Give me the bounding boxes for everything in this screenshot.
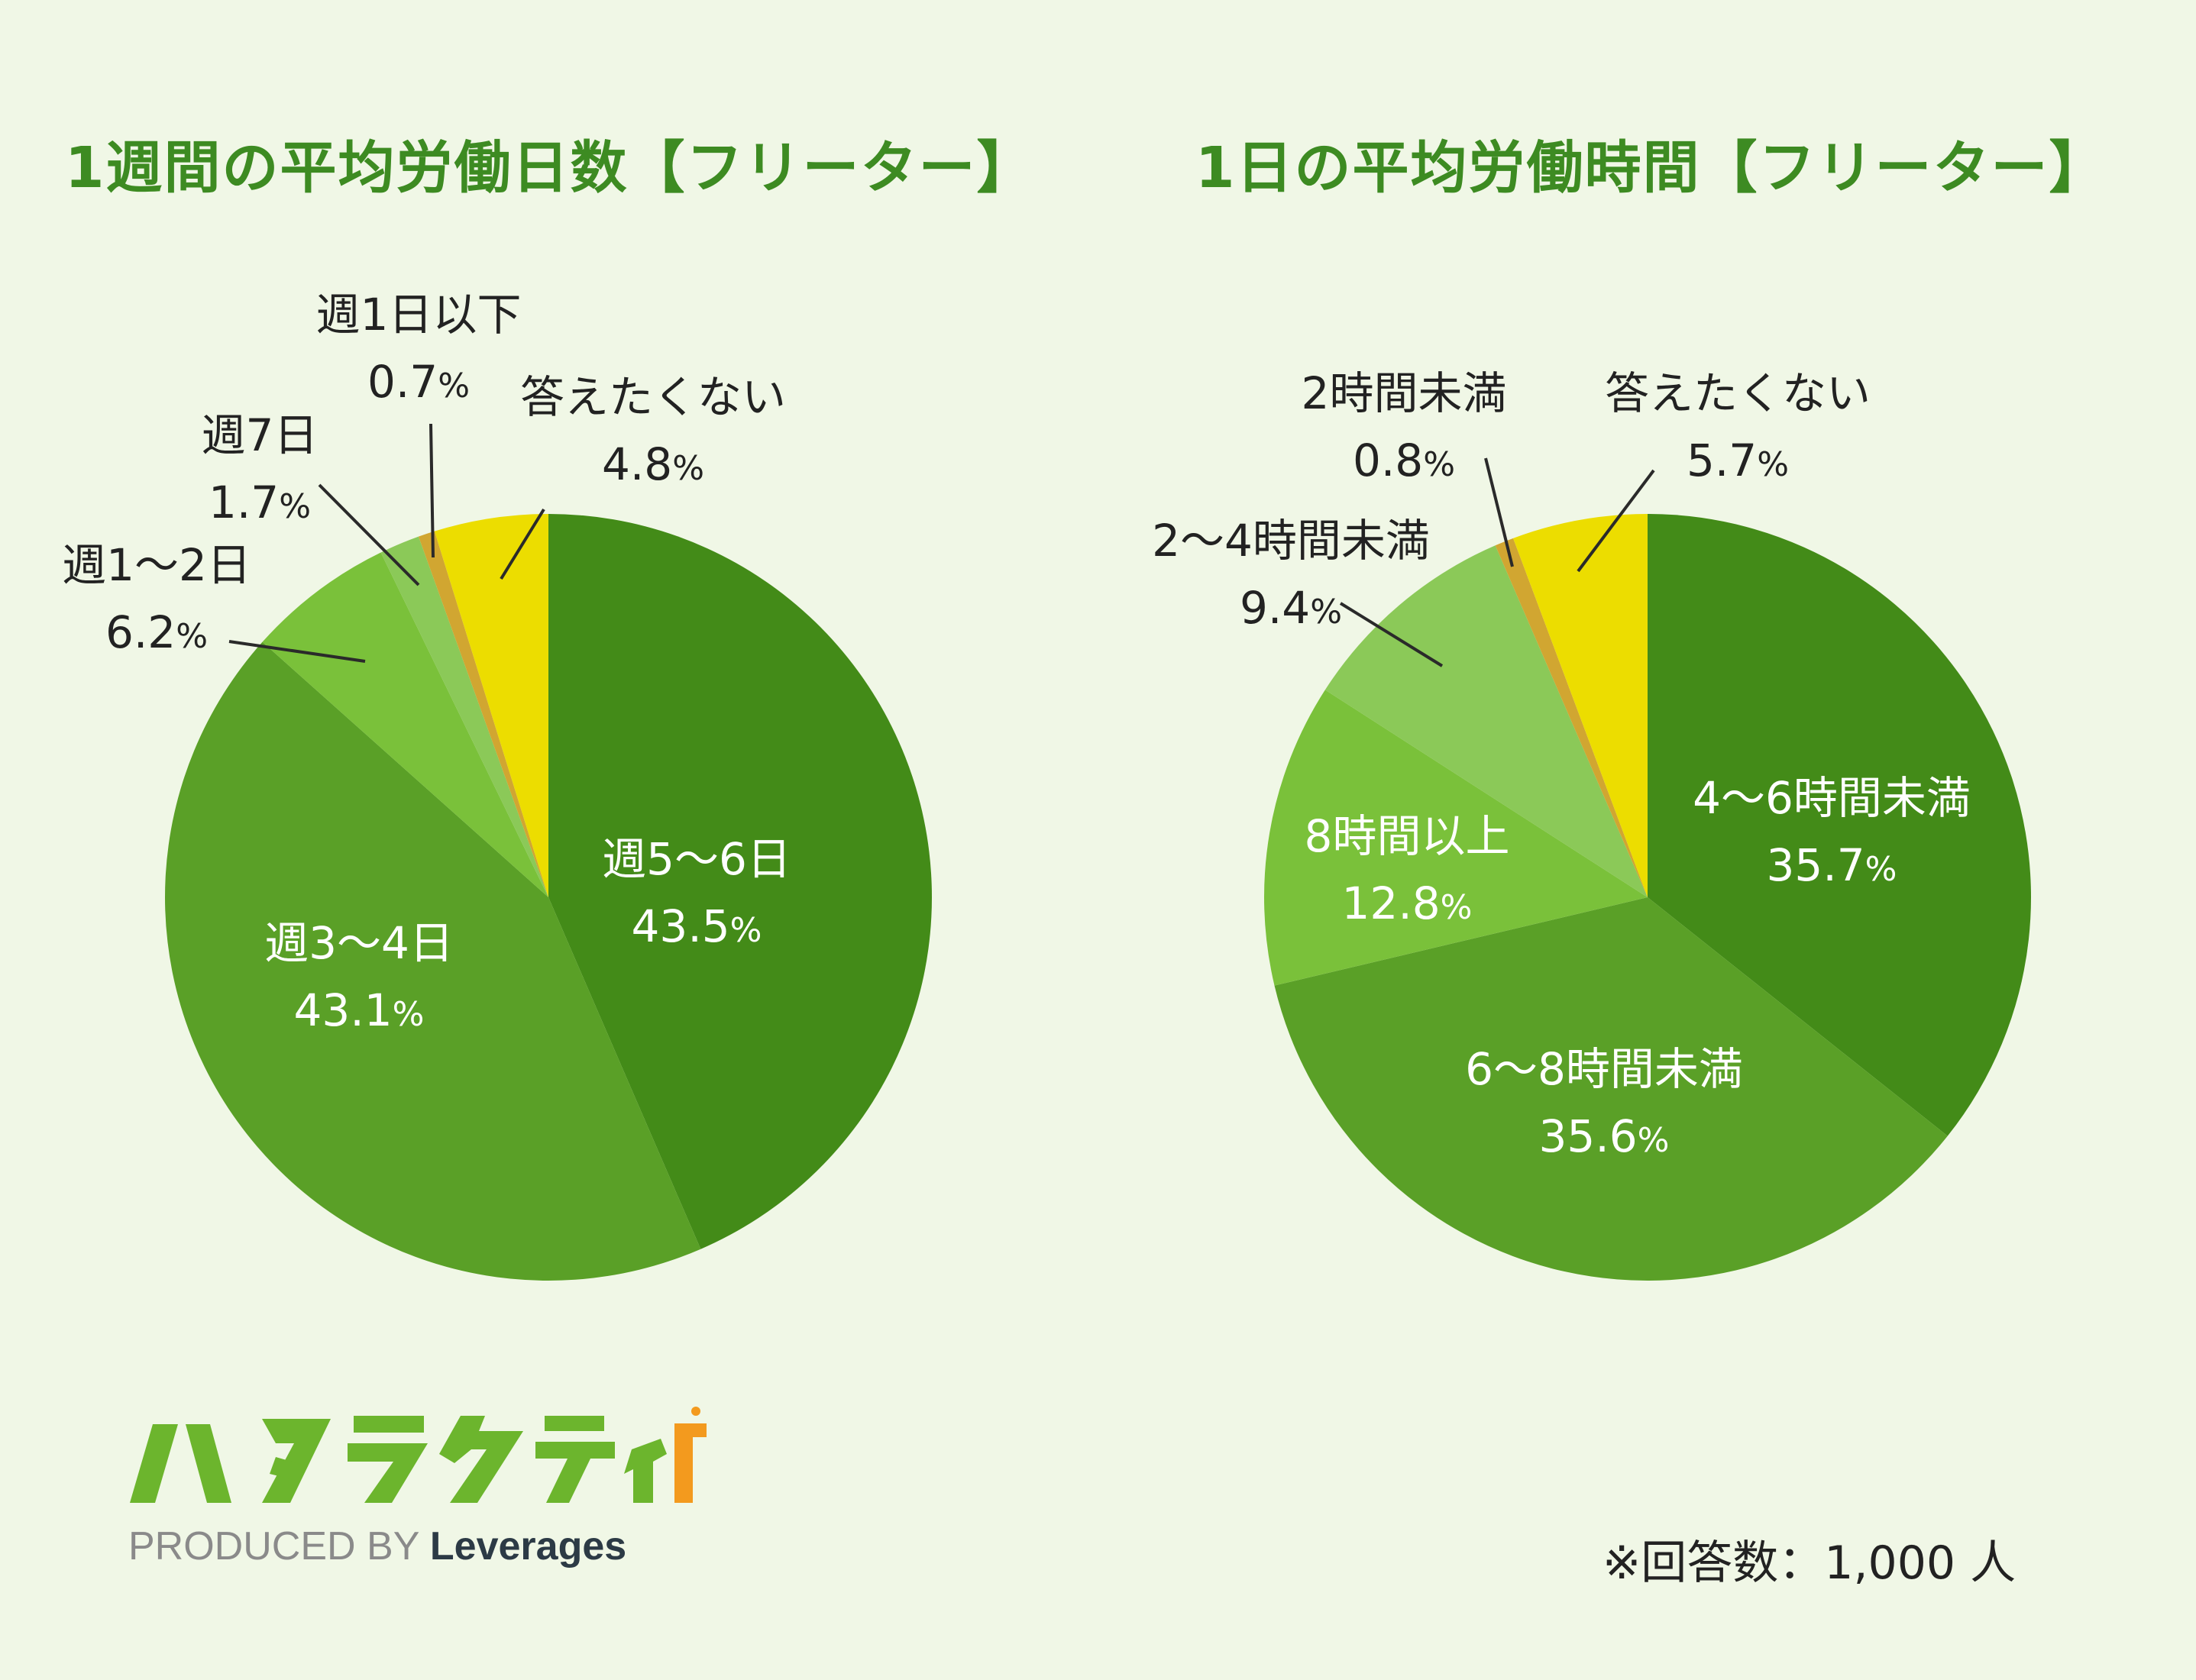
hataractive-logo — [130, 1407, 707, 1503]
pie-slice — [1495, 538, 1648, 897]
slice-value: 0.8% — [1353, 435, 1455, 486]
leader-line — [318, 483, 420, 586]
produced-by-leverages: PRODUCED BY Leverages — [128, 1523, 626, 1569]
slice-label: 週1日以下 — [316, 289, 522, 341]
slice-label: 週3〜4日 — [264, 917, 454, 969]
slice-label: 答えたくない — [1605, 367, 1871, 419]
chart-title-weekly-days: 1週間の平均労働日数【フリーター】 — [65, 135, 1035, 201]
pie-slice — [434, 514, 548, 897]
leader-line — [1484, 457, 1514, 567]
slice-label: 6〜8時間未満 — [1465, 1043, 1743, 1095]
produced-by-text: PRODUCED BY — [128, 1524, 419, 1569]
leverages-brand: Leverages — [429, 1524, 627, 1569]
slice-value: 0.7% — [367, 356, 470, 408]
pie-slice — [1263, 690, 1648, 986]
slice-label: 4〜6時間未満 — [1693, 772, 1971, 824]
leader-line — [500, 508, 545, 580]
slice-label: 2〜4時間未満 — [1152, 515, 1430, 567]
pie-slice — [380, 536, 548, 897]
pie-slice — [1648, 514, 2031, 1136]
pie-slice — [1513, 514, 1648, 897]
slice-label: 2時間未満 — [1302, 367, 1507, 419]
pie-slice — [1324, 545, 1648, 897]
pie-slice — [548, 514, 933, 1249]
slice-value: 6.2% — [105, 606, 208, 658]
pie-slice — [418, 531, 548, 897]
slice-value: 12.8% — [1342, 877, 1473, 929]
leader-line — [1339, 602, 1444, 667]
slice-label: 答えたくない — [520, 371, 786, 423]
slice-label: 週7日 — [202, 409, 319, 461]
slice-label: 週1〜2日 — [62, 539, 251, 591]
slice-value: 43.5% — [632, 900, 762, 952]
respondent-count-note: ※回答数：1,000 人 — [1603, 1536, 2017, 1590]
pie-slice — [1274, 897, 1948, 1281]
chart-title-daily-hours: 1日の平均労働時間【フリーター】 — [1195, 135, 2107, 201]
slice-value: 1.7% — [209, 477, 311, 528]
slice-label: 8時間以上 — [1305, 810, 1510, 862]
pie-slice — [164, 641, 701, 1281]
pie-slice — [262, 552, 548, 897]
slice-value: 9.4% — [1240, 582, 1342, 634]
pie-chart-1: 週5〜6日43.5%週3〜4日43.1%週1〜2日6.2%週7日1.7%週1日以… — [62, 289, 933, 1281]
leader-line — [1577, 469, 1655, 573]
slice-value: 5.7% — [1687, 435, 1789, 486]
slice-label: 週5〜6日 — [602, 833, 791, 885]
leader-line — [429, 423, 435, 558]
pie-chart-2: 4〜6時間未満35.7%6〜8時間未満35.6%8時間以上12.8%2〜4時間未… — [1152, 367, 2031, 1281]
leader-line — [228, 640, 366, 663]
slice-value: 4.8% — [602, 438, 704, 490]
